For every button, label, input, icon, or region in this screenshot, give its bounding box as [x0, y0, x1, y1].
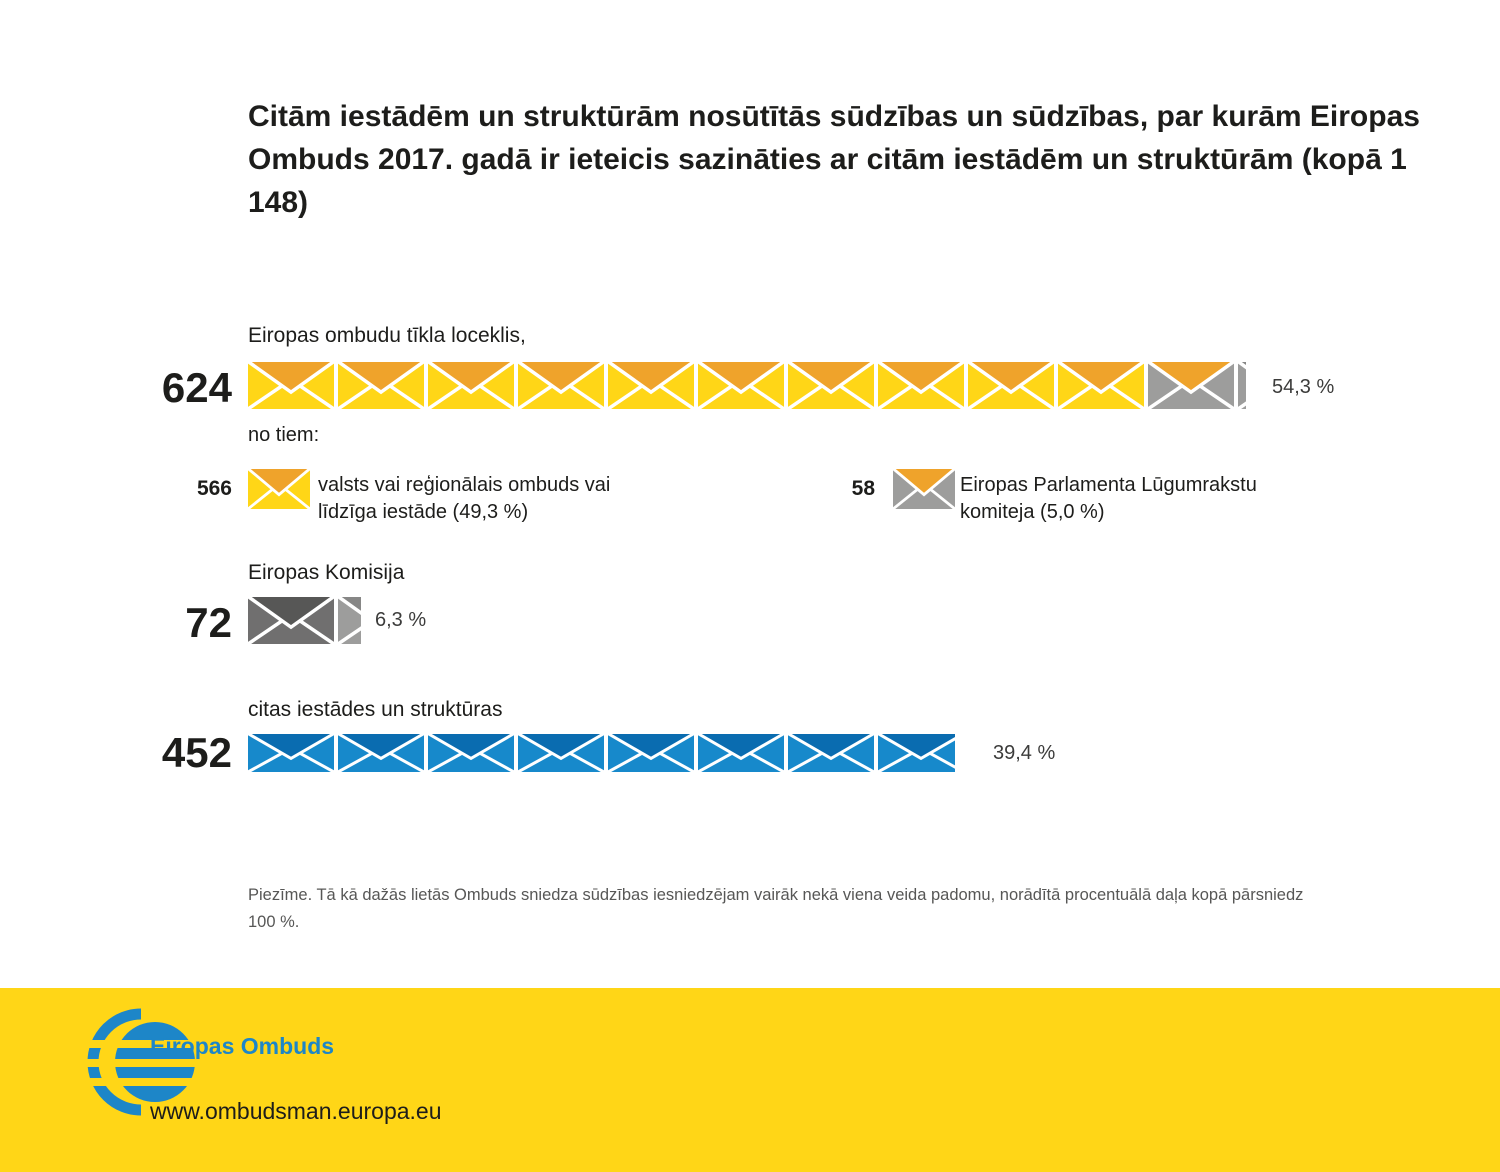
footnote: Piezīme. Tā kā dažās lietās Ombuds snied… — [248, 886, 1304, 931]
envelope-icon — [428, 362, 514, 409]
legend-petitions-value: 58 — [851, 477, 875, 500]
row-network-label: Eiropas ombudu tīkla loceklis, — [248, 324, 526, 347]
envelope-icon — [248, 734, 334, 772]
footer-url: www.ombudsman.europa.eu — [150, 1098, 442, 1124]
row-commission-label: Eiropas Komisija — [248, 561, 405, 584]
envelope-icon — [968, 362, 1054, 409]
envelope-icon — [698, 362, 784, 409]
envelope-icon — [248, 362, 334, 409]
legend-ombudsman-value: 566 — [196, 477, 232, 500]
envelope-icon — [893, 469, 955, 509]
envelope-icon — [878, 362, 964, 409]
row-other-value: 452 — [161, 729, 232, 776]
legend-ombudsman-label: valsts vai reģionālais ombuds vai līdzīg… — [318, 474, 611, 523]
envelope-icon — [248, 469, 310, 509]
envelope-icon — [518, 362, 604, 409]
envelope-icon — [788, 362, 874, 409]
chart-title: Citām iestādēm un struktūrām nosūtītās s… — [248, 100, 1420, 219]
legend-petitions-label: Eiropas Parlamenta Lūgumrakstu komiteja … — [960, 474, 1257, 523]
commission-pictogram-bar — [248, 597, 365, 644]
other-pictogram-bar — [248, 734, 959, 772]
legend-ombudsman-envelope-icon — [248, 469, 314, 509]
breakdown-intro: no tiem: — [248, 424, 320, 446]
envelope-icon — [518, 734, 604, 772]
row-other-percent: 39,4 % — [993, 742, 1056, 764]
envelope-icon — [1238, 362, 1246, 409]
envelope-icon — [608, 362, 694, 409]
envelope-icon — [248, 597, 334, 644]
row-network-percent: 54,3 % — [1272, 376, 1335, 398]
legend-petitions-envelope-icon — [893, 469, 959, 509]
envelope-icon — [608, 734, 694, 772]
network-pictogram-bar — [248, 362, 1250, 409]
row-network-value: 624 — [161, 364, 232, 411]
envelope-icon — [698, 734, 784, 772]
envelope-icon — [338, 734, 424, 772]
row-commission-value: 72 — [185, 599, 232, 646]
footer-org-name: Eiropas Ombuds — [150, 1033, 335, 1059]
footer-band: Eiropas Ombuds www.ombudsman.europa.eu — [0, 988, 1500, 1172]
envelope-icon — [1148, 362, 1234, 409]
envelope-icon — [428, 734, 514, 772]
row-other-label: citas iestādes un struktūras — [248, 698, 503, 721]
envelope-icon — [338, 597, 361, 644]
envelope-icon — [338, 362, 424, 409]
row-commission-percent: 6,3 % — [375, 609, 427, 631]
envelope-icon — [1058, 362, 1144, 409]
ombudsman-logo-icon — [85, 1002, 197, 1127]
envelope-icon — [878, 734, 955, 772]
envelope-icon — [788, 734, 874, 772]
